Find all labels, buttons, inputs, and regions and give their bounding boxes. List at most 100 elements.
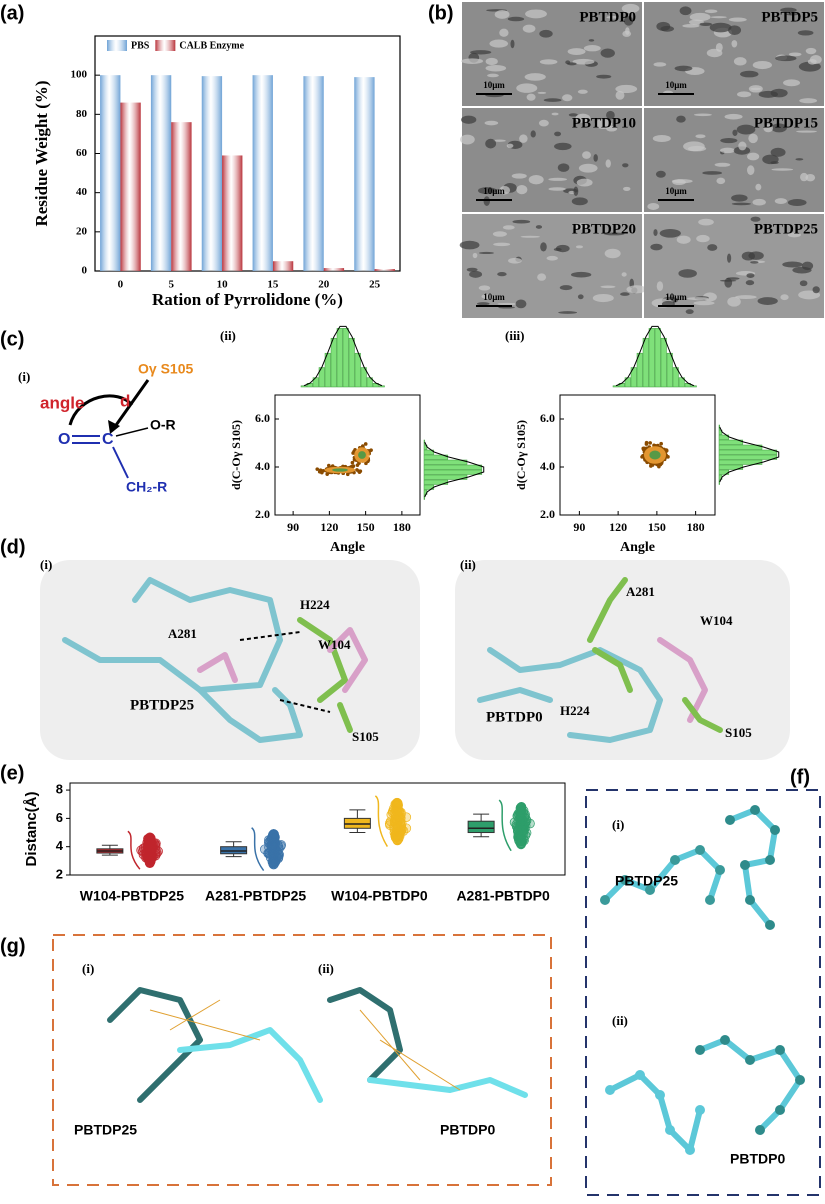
sem-texture (538, 119, 549, 127)
sem-texture (606, 15, 619, 19)
sem-texture (577, 89, 588, 94)
cloud-dot (390, 830, 401, 840)
residue-label: H224 (560, 703, 590, 718)
subpanel-label: (ii) (220, 328, 236, 343)
subpanel-label: (ii) (612, 1013, 628, 1028)
x-tick-label: A281-PBTDP0 (456, 888, 550, 904)
sem-texture (592, 293, 614, 303)
cloud-dot (350, 460, 355, 465)
sem-texture (698, 218, 714, 226)
histogram-bar (654, 328, 661, 388)
group: CH₂-R (126, 479, 167, 495)
sem-texture (792, 266, 812, 274)
sem-texture (568, 190, 576, 194)
density-curve (498, 799, 512, 852)
h-bond (279, 699, 331, 713)
sem-texture (812, 286, 820, 294)
density-core (649, 450, 661, 460)
sem-texture (799, 280, 808, 287)
y-tick-label: 100 (71, 69, 88, 81)
sem-texture (799, 98, 818, 104)
atom-ball (695, 845, 705, 855)
sem-texture (805, 47, 817, 55)
sem-texture (695, 134, 706, 139)
sem-texture (653, 229, 658, 237)
atom-ball (695, 1045, 705, 1055)
panel-g-frame (52, 934, 552, 1186)
sem-texture (461, 58, 484, 64)
cloud-dot (325, 472, 329, 476)
sem-texture (497, 271, 507, 277)
ligand-label: PBTDP25 (74, 1122, 137, 1138)
sem-texture (728, 25, 742, 35)
stick-model (587, 577, 628, 643)
sem-texture (714, 162, 731, 167)
sem-texture (709, 22, 732, 33)
cloud-dot (363, 442, 368, 446)
sem-texture (543, 98, 562, 102)
sem-texture (622, 30, 632, 37)
interaction-line (169, 999, 221, 1031)
sem-texture (507, 16, 525, 22)
sem-texture (676, 235, 691, 244)
plot-frame (274, 394, 421, 516)
cloud-dot (657, 464, 661, 469)
sem-texture (798, 61, 821, 72)
sem-texture (672, 179, 686, 186)
sem-texture (679, 6, 692, 16)
x-tick-label: 0 (118, 279, 124, 291)
sem-texture (570, 271, 592, 278)
histogram-bar (348, 337, 355, 388)
sem-texture (460, 134, 475, 145)
atom-ball (770, 825, 780, 835)
sem-texture (652, 134, 671, 143)
sem-texture (519, 134, 528, 143)
sem-texture (461, 115, 477, 124)
sem-texture (770, 88, 788, 98)
x-tick-label: 25 (369, 279, 381, 291)
x-tick-label: 120 (609, 520, 627, 534)
sem-texture (492, 231, 507, 237)
sem-texture (522, 24, 536, 33)
histogram-bar (718, 454, 778, 460)
x-tick-label: A281-PBTDP25 (205, 888, 306, 904)
sem-texture (487, 73, 499, 78)
atom-ball (670, 855, 680, 865)
sem-texture (716, 177, 726, 185)
sem-texture (704, 9, 718, 14)
sem-texture (539, 29, 553, 38)
plot-frame (69, 782, 566, 876)
sem-texture (699, 22, 713, 26)
bar (150, 75, 172, 272)
y-tick-label: 20 (76, 225, 88, 237)
sem-texture (653, 62, 667, 67)
group: O-R (150, 417, 176, 433)
sem-texture (755, 183, 762, 191)
histogram-bar (718, 444, 763, 450)
sem-texture (687, 297, 709, 301)
sem-texture (674, 65, 693, 72)
sem-texture (548, 187, 566, 191)
sem-texture (576, 178, 593, 187)
sem-texture (575, 113, 591, 123)
panel-label: (c) (0, 328, 24, 350)
sem-texture (621, 3, 640, 14)
sem-texture (752, 60, 773, 70)
cloud-dot (147, 842, 158, 853)
sem-texture (481, 293, 495, 300)
stick-model (297, 617, 348, 703)
sem-texture (745, 280, 755, 286)
sem-texture (588, 39, 595, 42)
sem-texture (728, 17, 747, 22)
sem-texture (516, 184, 528, 195)
sem-texture (659, 228, 681, 238)
atom: O (58, 431, 70, 448)
cloud-dot (640, 455, 644, 459)
sem-texture (787, 199, 807, 207)
density-curve (719, 426, 780, 483)
sem-texture (493, 139, 506, 142)
y-tick-label: 6.0 (255, 411, 270, 425)
sem-texture (511, 173, 527, 179)
sem-texture (780, 7, 797, 13)
